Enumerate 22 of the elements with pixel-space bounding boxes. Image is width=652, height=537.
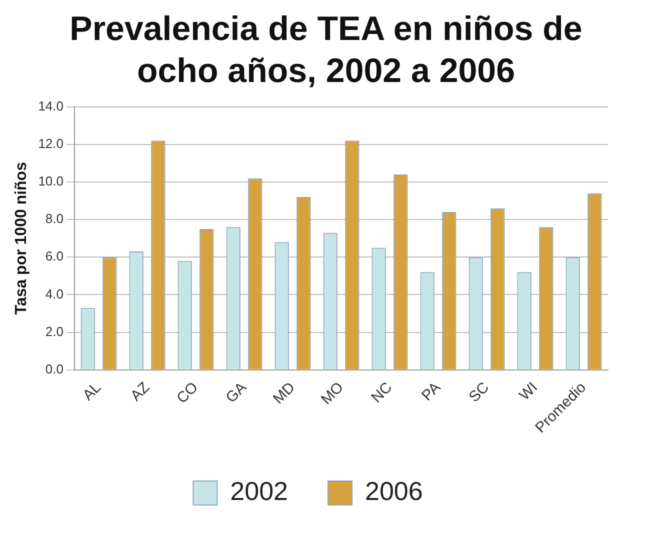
y-tick-label: 6.0	[45, 248, 64, 264]
y-tick-label: 10.0	[38, 174, 64, 189]
x-tick-label: MD	[270, 378, 299, 408]
x-tick-label: GA	[222, 378, 250, 406]
legend-label: 2006	[365, 476, 423, 506]
y-tick-label: 0.0	[45, 361, 64, 376]
y-tick-label: 8.0	[45, 211, 64, 226]
x-tick-label: PA	[418, 378, 444, 404]
chart-title: Prevalencia de TEA en niños de ocho años, 2002 a 2006	[68, 9, 584, 92]
y-tick-label: 14.0	[38, 98, 64, 114]
x-tick-label: WI	[516, 378, 542, 404]
y-axis-title: Tasa por 1000 niños	[13, 162, 30, 315]
y-tick-label: 12.0	[38, 136, 64, 151]
x-tick-label: MO	[318, 378, 348, 408]
x-tick-label: SC	[466, 378, 493, 406]
x-tick-label: AZ	[127, 378, 154, 405]
legend-label: 2002	[230, 476, 288, 506]
x-tick-label: AL	[80, 378, 105, 404]
x-tick-label: NC	[368, 378, 396, 406]
y-tick-label: 4.0	[45, 286, 64, 302]
x-tick-label: CO	[174, 378, 202, 407]
y-tick-label: 2.0	[45, 324, 64, 339]
